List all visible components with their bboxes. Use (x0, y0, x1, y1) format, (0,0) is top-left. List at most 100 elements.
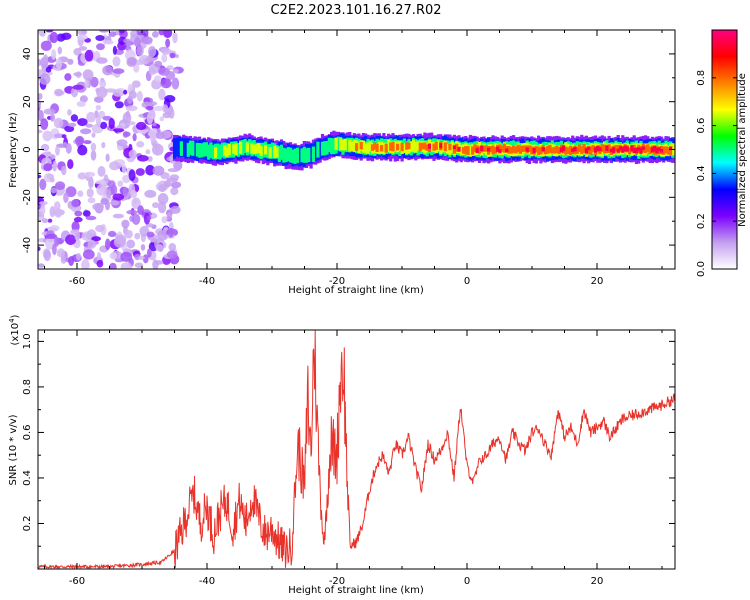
trace-cell (548, 144, 552, 153)
snr-x-ticks: -60 -40 -20 0 20 (44, 330, 663, 587)
colorbar-tick-label: 0.4 (696, 165, 707, 181)
noise-blob (84, 78, 90, 89)
trace-cell (198, 143, 202, 158)
noise-blob (152, 143, 164, 156)
trace-cell (432, 143, 436, 151)
noise-blob (52, 160, 57, 172)
y-tick-label: -20 (22, 189, 33, 205)
trace-cell (439, 143, 443, 149)
noise-blob (170, 181, 182, 189)
noise-blob (90, 76, 99, 88)
noise-blob (157, 230, 169, 241)
trace-cell (582, 143, 586, 153)
noise-blob (161, 216, 168, 224)
noise-blob (152, 202, 160, 209)
trace-cell (350, 141, 354, 152)
y-tick-label: 40 (22, 48, 33, 61)
noise-blob (128, 149, 137, 159)
noise-blob (138, 255, 145, 260)
y-tick-label: 0.2 (22, 516, 33, 532)
trace-cell (587, 146, 591, 151)
y-tick-label: -40 (22, 237, 33, 253)
noise-blob (91, 132, 96, 138)
noise-blob (56, 33, 66, 42)
trace-cell (220, 142, 224, 158)
noise-blob (135, 168, 145, 176)
trace-cell (461, 147, 466, 154)
noise-blob (142, 254, 149, 264)
noise-blob (84, 171, 96, 177)
noise-blob (145, 106, 154, 111)
noise-blob (168, 243, 177, 252)
trace-cell (632, 148, 636, 154)
trace-cell (637, 147, 641, 152)
trace-cell (648, 146, 652, 155)
noise-blob (72, 84, 84, 90)
noise-blob (109, 262, 117, 269)
noise-blob (40, 204, 46, 216)
noise-blob (155, 244, 164, 252)
trace-cell (430, 141, 434, 152)
trace-cell (330, 138, 334, 154)
noise-blob (159, 116, 165, 122)
noise-blob (109, 200, 120, 206)
noise-blob (137, 205, 144, 215)
noise-blob (87, 197, 96, 204)
snr-x-label: Height of straight line (km) (288, 585, 424, 596)
trace-cell (605, 145, 609, 151)
trace-cell (286, 147, 290, 162)
noise-blob (158, 184, 167, 193)
trace-cell (268, 147, 272, 158)
noise-blob (169, 52, 176, 59)
trace-cell (409, 141, 413, 152)
trace-cell (630, 145, 634, 152)
trace-cell (305, 148, 309, 163)
noise-blob (112, 193, 125, 201)
spectrogram-x-label: Height of straight line (km) (288, 285, 424, 296)
trace-cell (257, 143, 261, 154)
noise-blob (108, 230, 117, 237)
noise-blob (95, 224, 105, 233)
trace-cell (580, 146, 584, 155)
snr-series-line (37, 329, 676, 570)
noise-blob (162, 112, 172, 119)
noise-blob (170, 187, 179, 196)
trace-cell (564, 146, 568, 155)
noise-blob (43, 54, 49, 64)
trace-cell (380, 145, 384, 152)
spectrogram-y-label: Frequency (Hz) (8, 112, 19, 188)
noise-blob (51, 49, 57, 60)
trace-cell (655, 147, 659, 154)
trace-cell (327, 137, 331, 153)
noise-blob (121, 164, 127, 174)
noise-blob (114, 234, 127, 245)
noise-blob (49, 206, 56, 218)
noise-blob (116, 139, 128, 147)
noise-blob (96, 259, 104, 268)
noise-blob (31, 29, 37, 39)
noise-blob (55, 145, 60, 156)
noise-blob (77, 144, 88, 156)
noise-blob (131, 80, 141, 88)
noise-blob (40, 118, 49, 130)
spectrogram-y-ticks: -40 -20 0 20 40 (22, 29, 675, 270)
noise-blob (90, 142, 97, 152)
noise-blob (79, 95, 88, 103)
noise-blob (105, 153, 110, 162)
noise-blob (123, 89, 128, 95)
noise-blob (68, 256, 74, 266)
trace-cell (425, 144, 429, 151)
trace-cell (229, 141, 234, 158)
noise-blob (163, 30, 173, 38)
trace-cell (284, 148, 288, 163)
noise-blob (90, 150, 97, 161)
trace-cell (653, 145, 657, 152)
noise-blob (96, 115, 101, 128)
trace-cell (366, 142, 370, 155)
trace-cell (518, 145, 522, 154)
noise-blob (108, 31, 117, 37)
colorbar-ticks: 0.0 0.2 0.4 0.6 0.8 (696, 70, 737, 277)
noise-blob (68, 122, 77, 127)
